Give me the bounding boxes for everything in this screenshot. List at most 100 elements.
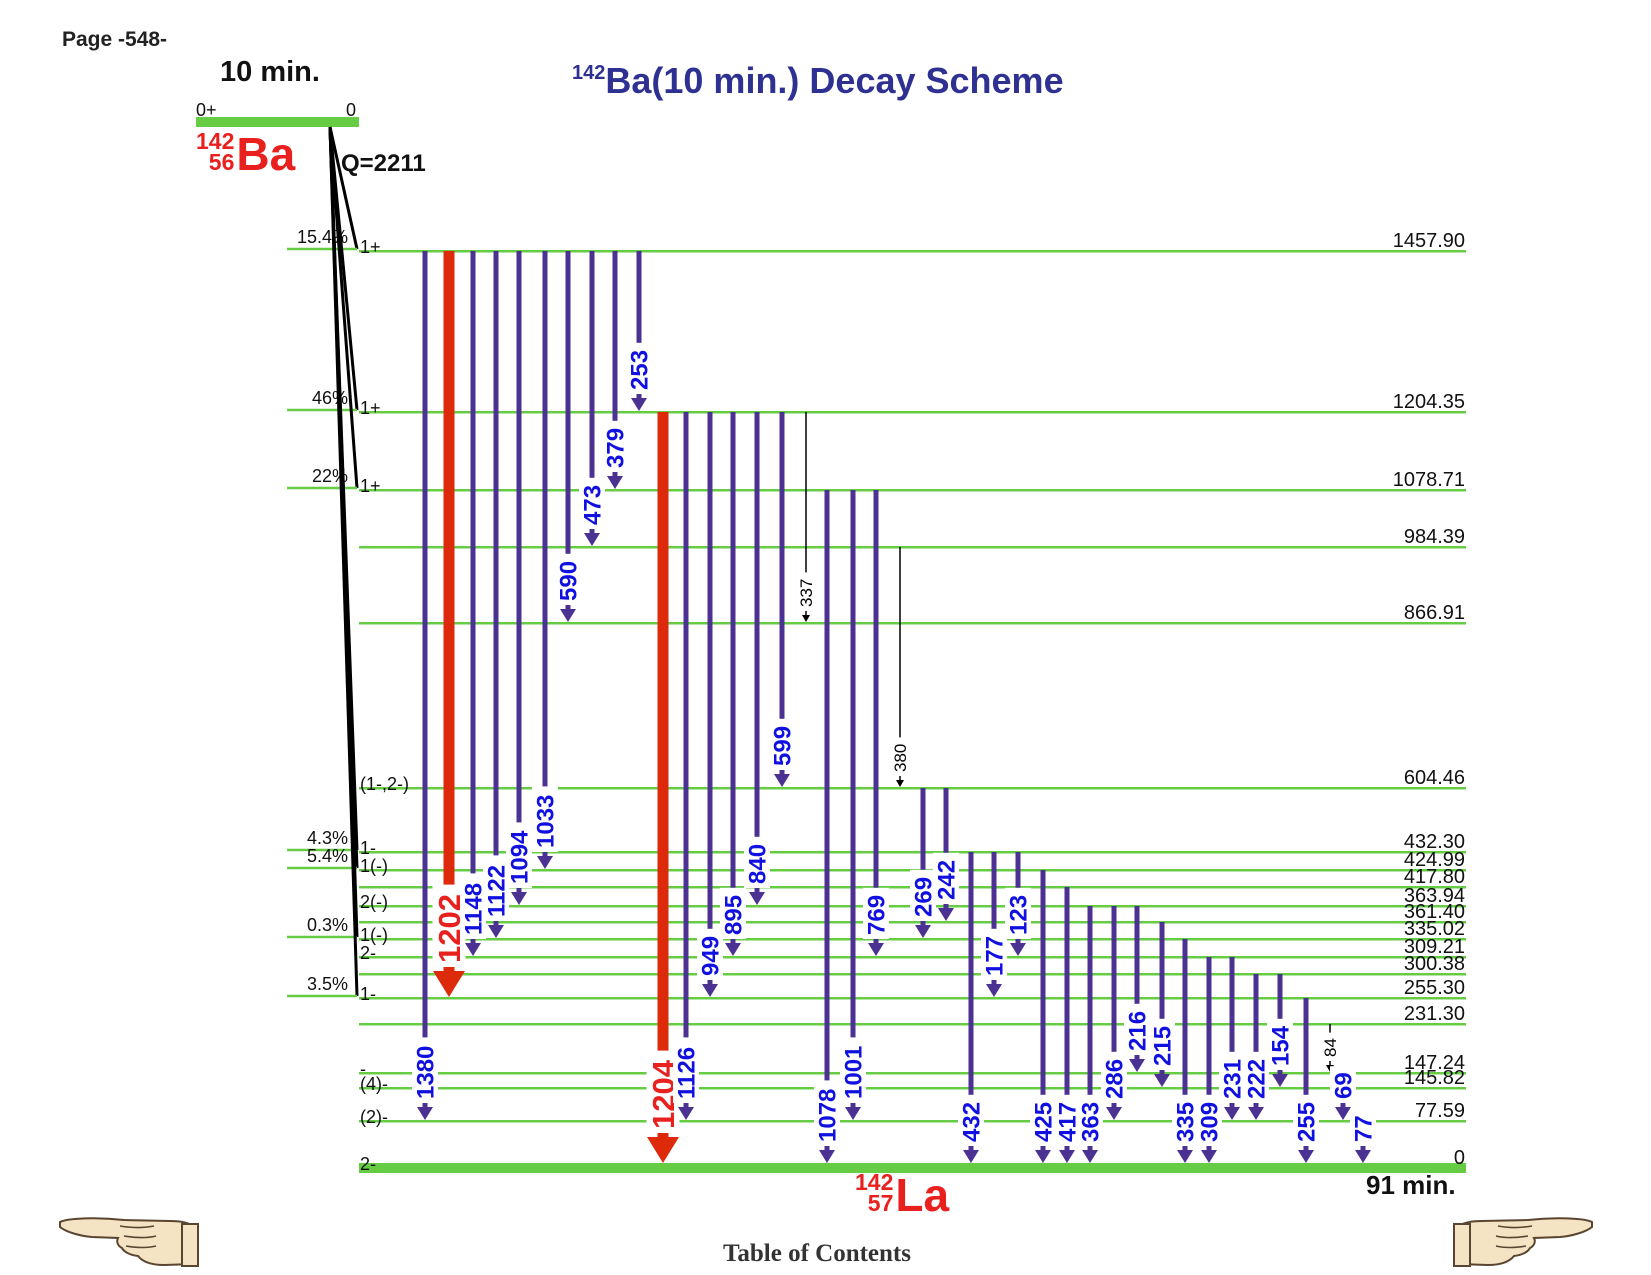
gamma-transition: 1078: [814, 490, 842, 1163]
gamma-transition: 425: [1030, 870, 1058, 1163]
gamma-line: [824, 490, 830, 1150]
gamma-arrowhead: [511, 892, 527, 905]
gamma-label-bg: [1172, 1094, 1198, 1146]
level-energy: 0: [1454, 1147, 1465, 1169]
gamma-energy-label: 309: [1197, 1102, 1224, 1142]
level-line: [359, 938, 1466, 941]
gamma-label-bg: [673, 1037, 699, 1103]
beta-branch-line: [328, 126, 359, 997]
gamma-transition: 895: [720, 412, 748, 956]
gamma-arrowhead: [986, 984, 1002, 997]
energy-levels: 1457.90 1+ 1204.35 1+ 1078.71 1+ 984.39 866.91 6…: [359, 230, 1466, 1174]
gamma-transition: 84: [1320, 1024, 1340, 1072]
gamma-line: [850, 490, 856, 1107]
gamma-arrowhead: [1272, 1074, 1288, 1087]
gamma-transition: 337: [796, 412, 816, 622]
gamma-label-bg: [1149, 1018, 1175, 1070]
gamma-transition: 177: [981, 852, 1009, 997]
level-line: [359, 851, 1466, 854]
level-energy: 604.46: [1404, 767, 1465, 789]
pointing-hand-right-icon[interactable]: [1452, 1212, 1594, 1273]
gamma-line: [612, 251, 618, 476]
level-energy: 361.40: [1404, 901, 1465, 923]
gamma-energy-label: 84: [1321, 1038, 1340, 1057]
gamma-arrowhead: [1224, 1107, 1240, 1120]
gamma-transition: 1033: [532, 251, 560, 869]
daughter-nuclide-label: 142 57La: [855, 1169, 950, 1221]
gamma-label-bg: [958, 1094, 984, 1146]
gamma-transition: 215: [1149, 922, 1177, 1087]
level-energy: 984.39: [1404, 526, 1465, 548]
gamma-energy-label: 253: [627, 350, 654, 390]
level-line: [359, 1087, 1466, 1090]
level-energy: 309.21: [1404, 936, 1465, 958]
gamma-transition: 590: [555, 251, 583, 622]
gamma-line: [516, 251, 522, 892]
level-energy: 1204.35: [1393, 391, 1465, 413]
gamma-arrowhead: [1106, 1107, 1122, 1120]
gamma-energy-label: 222: [1244, 1059, 1271, 1099]
gamma-line: [589, 251, 595, 533]
gamma-transition: 154: [1267, 974, 1295, 1087]
gamma-label-bg: [981, 928, 1007, 980]
pointing-hand-left-icon[interactable]: [58, 1212, 200, 1273]
gamma-arrowhead: [915, 925, 931, 938]
level-spin: 1-: [360, 838, 376, 858]
gamma-label-bg: [555, 553, 581, 605]
level-energy: 432.30: [1404, 831, 1465, 853]
gamma-transition: 123: [1005, 852, 1033, 956]
table-of-contents-link[interactable]: Table of Contents: [723, 1240, 911, 1267]
gamma-line: [1303, 998, 1309, 1150]
feed-percent: 5.4%: [307, 846, 348, 866]
level-spin: 1+: [360, 237, 381, 257]
gamma-transition: 363: [1077, 906, 1105, 1163]
gamma-energy-label: 77: [1351, 1115, 1378, 1142]
gamma-label-bg: [720, 887, 746, 939]
gamma-transition: 1380: [412, 251, 440, 1120]
gamma-arrowhead: [1010, 943, 1026, 956]
gamma-line: [873, 490, 879, 943]
level-spin: 2-: [360, 943, 376, 963]
gamma-energy-label: 425: [1031, 1102, 1058, 1142]
gamma-energy-label: 840: [745, 844, 772, 884]
gamma-energy-label: 231: [1220, 1059, 1247, 1099]
level-energy: 147.24: [1404, 1052, 1465, 1074]
gamma-energy-label: 286: [1102, 1059, 1129, 1099]
gamma-label-bg: [1267, 1018, 1293, 1070]
level-spin: 1+: [360, 398, 381, 418]
gamma-transition: 1001: [840, 490, 868, 1120]
level-line: [359, 1163, 1466, 1173]
gamma-label-bg: [412, 1037, 438, 1103]
gamma-arrowhead: [1355, 1150, 1371, 1163]
gamma-energy-label: 154: [1268, 1025, 1295, 1066]
gamma-energy-label: 379: [603, 428, 630, 468]
parent-spin: 0+: [196, 100, 217, 120]
gamma-label-bg: [796, 572, 816, 611]
gamma-line: [493, 251, 499, 925]
gamma-label-bg: [890, 737, 910, 776]
gamma-line: [707, 412, 713, 984]
daughter-symbol: La: [895, 1169, 950, 1221]
level-energy: 363.94: [1404, 885, 1465, 907]
gamma-energy-label: 599: [770, 726, 797, 766]
level-energy: 1078.71: [1393, 469, 1465, 491]
gamma-energy-label: 432: [959, 1102, 986, 1142]
gamma-transition: 473: [579, 251, 607, 546]
gamma-line: [1134, 906, 1140, 1059]
gamma-transition: 216: [1124, 906, 1152, 1072]
gamma-energy-label: 242: [934, 860, 961, 900]
beta-branch-line: [328, 126, 359, 250]
gamma-label-bg: [840, 1037, 866, 1103]
gamma-arrowhead: [774, 774, 790, 787]
gamma-label-bg: [744, 836, 770, 888]
gamma-line: [805, 412, 807, 615]
gamma-label-bg: [1005, 887, 1031, 939]
level-line: [359, 1120, 1466, 1123]
gamma-label-bg: [460, 873, 486, 939]
gamma-line: [1064, 887, 1070, 1150]
level-energy: 77.59: [1415, 1100, 1465, 1122]
gamma-arrowhead: [584, 533, 600, 546]
gamma-arrowhead: [845, 1107, 861, 1120]
parent-nuclide-label: 142 56Ba: [196, 130, 295, 178]
level-energy: 335.02: [1404, 918, 1465, 940]
